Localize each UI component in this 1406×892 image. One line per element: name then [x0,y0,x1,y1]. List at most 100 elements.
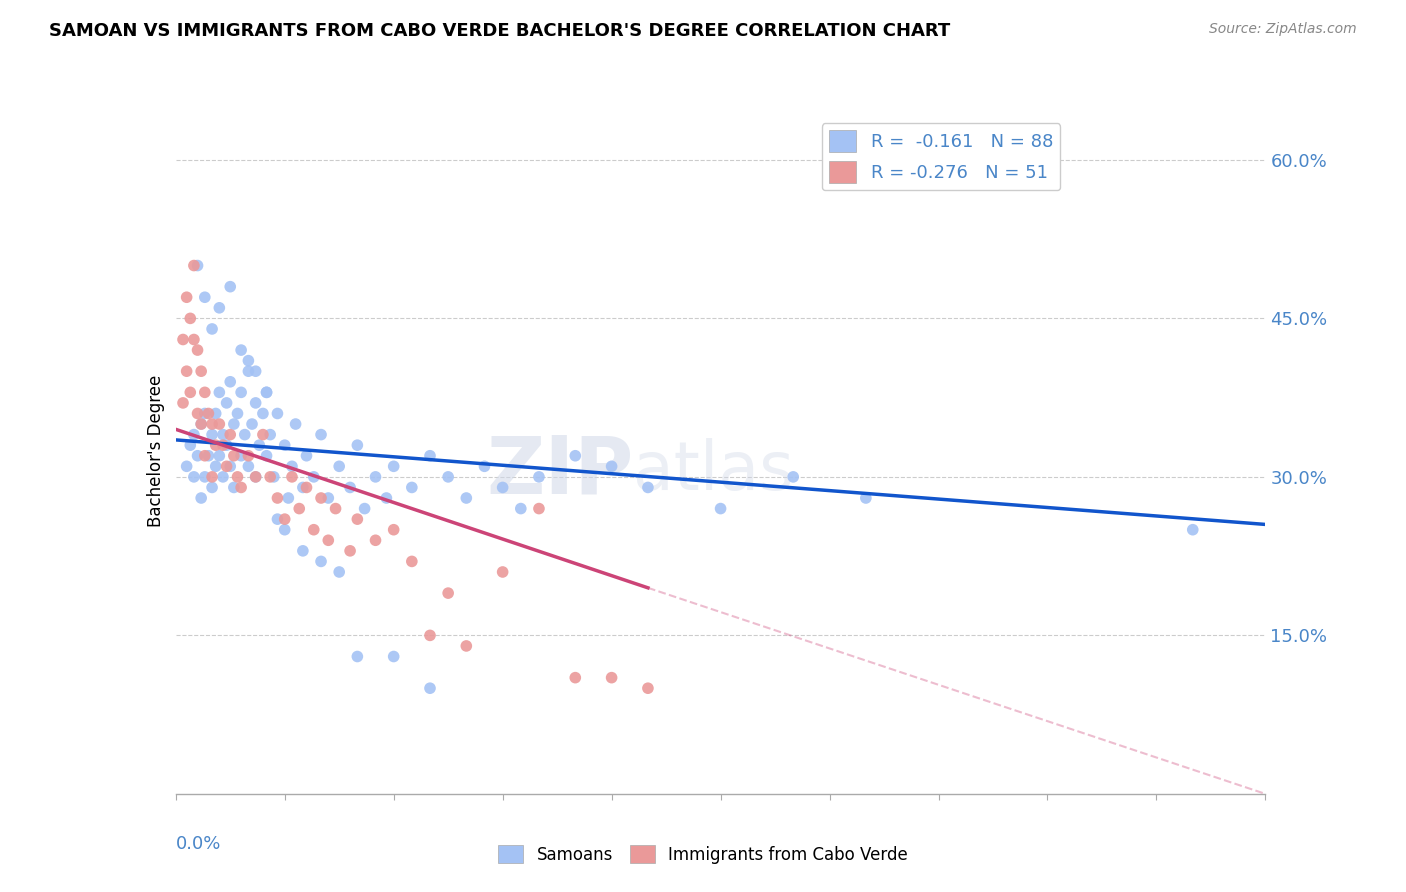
Point [219,427,242,442]
Point [339,480,361,494]
Point [219,375,242,389]
Point [259,470,281,484]
Text: SAMOAN VS IMMIGRANTS FROM CABO VERDE BACHELOR'S DEGREE CORRELATION CHART: SAMOAN VS IMMIGRANTS FROM CABO VERDE BAC… [49,22,950,40]
Point [401,480,423,494]
Point [328,565,350,579]
Point [190,491,212,505]
Point [233,427,256,442]
Point [346,512,368,526]
Point [231,480,253,494]
Point [201,417,224,431]
Point [855,491,877,505]
Point [437,586,460,600]
Point [190,417,212,431]
Point [346,649,368,664]
Point [364,470,387,484]
Point [382,649,405,664]
Point [190,417,212,431]
Point [201,427,224,442]
Point [176,290,198,304]
Point [186,407,209,421]
Point [194,470,217,484]
Point [1181,523,1204,537]
Point [183,427,205,442]
Point [222,417,245,431]
Point [238,459,260,474]
Legend: R =  -0.161   N = 88, R = -0.276   N = 51: R = -0.161 N = 88, R = -0.276 N = 51 [823,123,1060,191]
Point [204,438,226,452]
Point [204,407,226,421]
Point [183,259,205,273]
Point [212,438,235,452]
Point [201,322,224,336]
Point [274,523,297,537]
Text: ZIP: ZIP [486,432,633,510]
Point [231,385,253,400]
Point [291,480,314,494]
Point [247,438,270,452]
Point [197,407,219,421]
Point [600,459,623,474]
Point [277,491,299,505]
Point [183,333,205,347]
Point [252,407,274,421]
Point [176,459,198,474]
Point [474,459,496,474]
Point [256,449,278,463]
Point [339,544,361,558]
Point [231,449,253,463]
Point [302,470,325,484]
Point [212,427,235,442]
Point [204,459,226,474]
Point [527,501,550,516]
Point [281,470,304,484]
Point [231,343,253,357]
Point [208,417,231,431]
Point [527,470,550,484]
Point [179,311,201,326]
Point [219,279,242,293]
Point [291,544,314,558]
Point [186,343,209,357]
Point [259,427,281,442]
Y-axis label: Bachelor's Degree: Bachelor's Degree [146,375,165,526]
Point [274,438,297,452]
Point [637,681,659,696]
Point [564,449,586,463]
Point [215,396,238,410]
Point [222,449,245,463]
Point [782,470,804,484]
Point [194,407,217,421]
Point [295,480,318,494]
Point [172,396,194,410]
Point [245,470,267,484]
Point [208,449,231,463]
Point [600,671,623,685]
Point [190,364,212,378]
Point [197,449,219,463]
Point [186,259,209,273]
Point [456,639,478,653]
Point [419,681,441,696]
Point [226,470,249,484]
Point [219,459,242,474]
Point [266,512,288,526]
Point [419,449,441,463]
Point [309,554,332,568]
Point [437,470,460,484]
Point [186,449,209,463]
Point [256,385,278,400]
Text: Source: ZipAtlas.com: Source: ZipAtlas.com [1209,22,1357,37]
Point [252,427,274,442]
Legend: Samoans, Immigrants from Cabo Verde: Samoans, Immigrants from Cabo Verde [492,838,914,871]
Point [201,470,224,484]
Point [194,449,217,463]
Point [318,491,340,505]
Point [637,480,659,494]
Point [263,470,285,484]
Point [346,438,368,452]
Point [172,333,194,347]
Point [295,449,318,463]
Point [222,480,245,494]
Point [375,491,398,505]
